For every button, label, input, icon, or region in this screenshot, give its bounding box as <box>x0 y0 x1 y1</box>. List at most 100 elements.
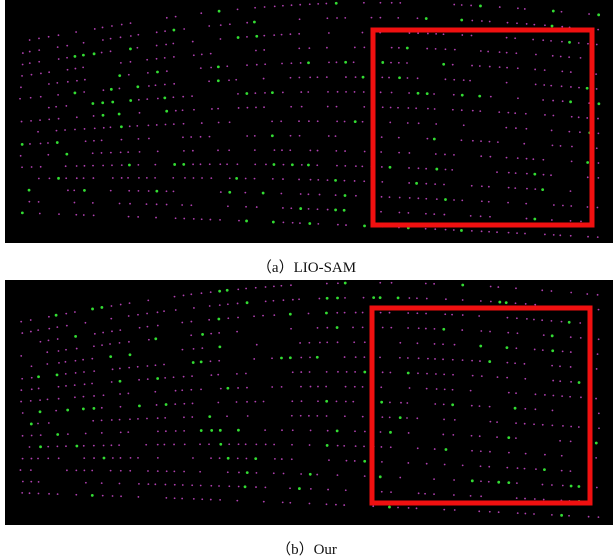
point <box>498 111 500 113</box>
point <box>490 286 492 288</box>
point <box>535 468 537 470</box>
point <box>388 506 391 509</box>
point <box>443 373 445 375</box>
point <box>598 309 600 311</box>
point <box>316 415 318 417</box>
point <box>595 398 597 400</box>
point <box>146 98 148 100</box>
point <box>210 485 212 487</box>
point <box>40 341 42 343</box>
point <box>550 85 552 87</box>
point <box>442 434 444 436</box>
point <box>480 155 482 157</box>
point <box>397 107 399 109</box>
point <box>496 171 498 173</box>
point <box>352 327 354 329</box>
point <box>137 496 139 498</box>
point <box>290 284 292 286</box>
point <box>409 387 411 389</box>
point <box>426 373 428 375</box>
point <box>516 497 518 499</box>
point <box>136 125 138 127</box>
point <box>22 481 24 483</box>
point <box>264 63 266 65</box>
point <box>210 67 212 69</box>
point <box>255 486 257 488</box>
point <box>101 419 103 421</box>
point <box>316 474 318 476</box>
point <box>517 67 519 69</box>
point <box>326 327 328 329</box>
point <box>337 445 339 447</box>
point <box>344 17 346 19</box>
point <box>101 407 103 409</box>
point <box>93 457 95 459</box>
point <box>399 2 401 4</box>
point <box>147 470 149 472</box>
point <box>337 282 339 284</box>
point <box>75 372 77 374</box>
point <box>121 177 123 179</box>
point <box>426 92 429 95</box>
point <box>596 368 598 370</box>
point <box>67 69 69 71</box>
point <box>337 474 339 476</box>
point <box>345 401 347 403</box>
point <box>488 201 490 203</box>
point <box>398 47 400 49</box>
point <box>20 389 22 391</box>
point <box>328 32 330 34</box>
point <box>436 388 438 390</box>
point <box>435 48 437 50</box>
point <box>165 497 167 499</box>
point <box>29 62 31 64</box>
point <box>181 498 183 500</box>
point <box>335 504 337 506</box>
point <box>47 446 49 448</box>
point <box>254 401 256 403</box>
point <box>379 17 381 19</box>
point <box>317 400 319 402</box>
point <box>308 313 310 315</box>
point <box>20 355 22 357</box>
point <box>57 177 60 180</box>
point <box>489 421 491 423</box>
point <box>344 121 346 123</box>
point <box>165 430 167 432</box>
point <box>553 204 555 206</box>
point <box>127 177 129 179</box>
point <box>82 66 84 68</box>
point <box>390 107 392 109</box>
point <box>246 301 249 304</box>
point <box>551 424 553 426</box>
point <box>38 481 40 483</box>
point <box>326 283 328 285</box>
point <box>379 356 381 358</box>
point <box>445 448 448 451</box>
point <box>417 372 419 374</box>
point <box>481 230 483 232</box>
point <box>138 138 140 140</box>
point <box>146 177 148 179</box>
point <box>74 335 77 338</box>
point <box>156 404 158 406</box>
point <box>597 102 600 105</box>
point <box>328 135 330 137</box>
point <box>137 314 139 316</box>
point <box>256 344 258 346</box>
point <box>308 208 310 210</box>
point <box>246 471 249 474</box>
point <box>543 334 545 336</box>
point <box>418 492 420 494</box>
point <box>165 403 168 406</box>
point <box>121 139 123 141</box>
point <box>163 310 165 312</box>
point <box>354 371 356 373</box>
point <box>597 207 599 209</box>
point <box>344 180 346 182</box>
point <box>308 47 310 49</box>
point <box>471 65 473 67</box>
point <box>38 61 40 63</box>
point <box>435 123 437 125</box>
point <box>597 177 599 179</box>
